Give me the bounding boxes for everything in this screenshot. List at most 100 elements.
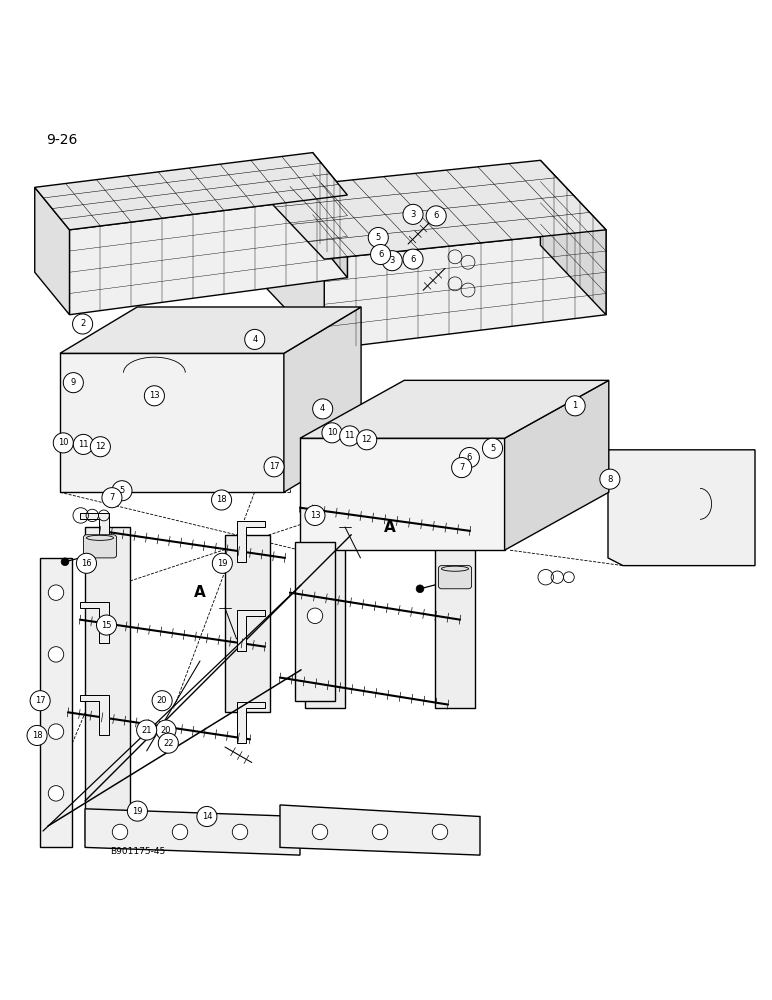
Circle shape (90, 437, 110, 457)
Polygon shape (35, 187, 69, 315)
Polygon shape (284, 307, 361, 492)
Text: 11: 11 (78, 440, 89, 449)
Circle shape (403, 249, 423, 269)
Text: 22: 22 (163, 739, 174, 748)
Circle shape (432, 824, 448, 840)
Text: 15: 15 (101, 621, 112, 630)
Text: 7: 7 (110, 493, 114, 502)
Text: 12: 12 (361, 435, 372, 444)
Circle shape (426, 206, 446, 226)
Polygon shape (505, 380, 609, 550)
Text: 5: 5 (490, 444, 495, 453)
Polygon shape (305, 504, 345, 708)
Circle shape (172, 824, 188, 840)
Circle shape (416, 585, 424, 593)
Circle shape (357, 430, 377, 450)
Text: 4: 4 (252, 335, 257, 344)
Polygon shape (35, 153, 347, 230)
Circle shape (49, 786, 64, 801)
Polygon shape (225, 535, 270, 712)
Text: 14: 14 (201, 812, 212, 821)
FancyBboxPatch shape (438, 566, 472, 589)
Circle shape (212, 553, 232, 573)
Circle shape (96, 615, 117, 635)
Circle shape (368, 227, 388, 248)
Circle shape (152, 691, 172, 711)
Text: 2: 2 (80, 319, 85, 328)
Text: 13: 13 (149, 391, 160, 400)
Text: A: A (194, 585, 206, 600)
Circle shape (340, 426, 360, 446)
Text: 18: 18 (216, 495, 227, 504)
Text: 8: 8 (608, 475, 612, 484)
Circle shape (382, 251, 402, 271)
Polygon shape (435, 504, 475, 708)
Circle shape (212, 490, 232, 510)
Text: 6: 6 (434, 211, 438, 220)
Text: 6: 6 (378, 250, 383, 259)
Text: 5: 5 (120, 486, 124, 495)
Circle shape (264, 457, 284, 477)
Polygon shape (40, 558, 72, 847)
Circle shape (156, 720, 176, 740)
Circle shape (127, 801, 147, 821)
Circle shape (27, 725, 47, 745)
Polygon shape (237, 702, 266, 743)
Circle shape (53, 433, 73, 453)
Polygon shape (80, 513, 109, 554)
Circle shape (245, 329, 265, 349)
Circle shape (565, 396, 585, 416)
Circle shape (112, 824, 127, 840)
Text: 13: 13 (310, 511, 320, 520)
Text: 4: 4 (320, 404, 325, 413)
Polygon shape (85, 527, 130, 840)
Circle shape (49, 724, 64, 739)
Circle shape (452, 458, 472, 478)
Text: 12: 12 (95, 442, 106, 451)
Text: 9-26: 9-26 (46, 133, 78, 147)
Text: 11: 11 (344, 431, 355, 440)
Circle shape (61, 558, 69, 566)
Polygon shape (80, 695, 109, 735)
Polygon shape (60, 353, 284, 492)
Circle shape (144, 386, 164, 406)
Polygon shape (259, 160, 606, 259)
Text: 17: 17 (35, 696, 46, 705)
Text: 19: 19 (217, 559, 228, 568)
Text: 1: 1 (573, 401, 577, 410)
Text: 10: 10 (327, 428, 337, 437)
Circle shape (232, 824, 248, 840)
Text: 21: 21 (141, 726, 152, 735)
Polygon shape (69, 195, 347, 315)
Polygon shape (280, 805, 480, 855)
Polygon shape (295, 542, 335, 701)
Circle shape (307, 608, 323, 624)
FancyBboxPatch shape (83, 535, 117, 558)
Circle shape (322, 423, 342, 443)
Text: 9: 9 (71, 378, 76, 387)
Circle shape (313, 399, 333, 419)
Text: 20: 20 (157, 696, 168, 705)
Circle shape (158, 733, 178, 753)
Polygon shape (324, 230, 606, 349)
Text: 3: 3 (411, 210, 415, 219)
Text: A: A (384, 520, 396, 535)
Circle shape (112, 481, 132, 501)
Text: 20: 20 (161, 726, 171, 735)
Polygon shape (80, 602, 109, 643)
Circle shape (76, 553, 96, 573)
Text: 19: 19 (132, 807, 143, 816)
Polygon shape (300, 380, 609, 438)
Circle shape (197, 806, 217, 827)
Polygon shape (608, 450, 755, 566)
Circle shape (372, 824, 388, 840)
Polygon shape (60, 307, 361, 353)
Circle shape (403, 204, 423, 224)
Circle shape (73, 314, 93, 334)
Text: 6: 6 (411, 255, 415, 264)
Polygon shape (259, 190, 324, 349)
Circle shape (30, 691, 50, 711)
Circle shape (313, 824, 328, 840)
Circle shape (63, 373, 83, 393)
Text: 5: 5 (376, 233, 381, 242)
